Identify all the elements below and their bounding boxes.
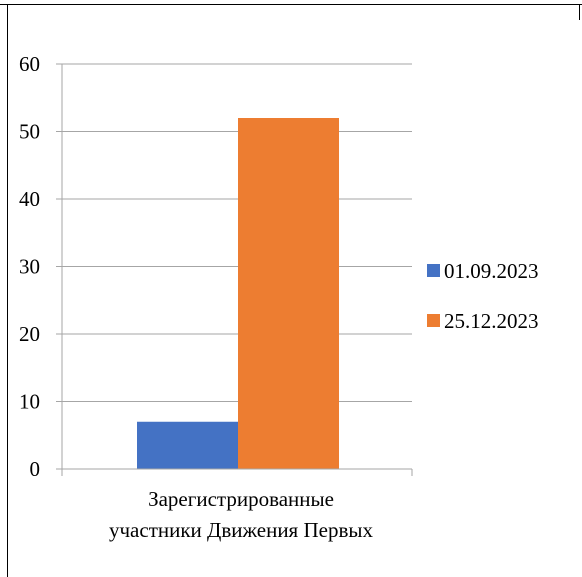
bars — [137, 118, 339, 469]
y-tick-label: 30 — [19, 255, 40, 279]
bar-01.09.2023 — [137, 421, 238, 469]
legend-label: 25.12.2023 — [444, 309, 539, 333]
y-tick-label: 0 — [30, 457, 41, 481]
y-axis-ticks: 0 10 20 30 40 50 60 — [19, 52, 63, 481]
gridlines — [62, 63, 412, 402]
legend-label: 01.09.2023 — [444, 259, 539, 283]
x-axis — [61, 468, 413, 476]
legend-swatch-25.12.2023 — [427, 314, 440, 327]
x-category-label: Зарегистрированные участники Движения Пер… — [109, 487, 373, 542]
y-tick-label: 60 — [19, 52, 40, 76]
y-tick-label: 20 — [19, 322, 40, 346]
x-axis-category-labels: Зарегистрированные участники Движения Пер… — [109, 487, 373, 542]
legend: 01.09.2023 25.12.2023 — [427, 259, 539, 333]
bar-25.12.2023 — [238, 118, 339, 469]
y-tick-label: 50 — [19, 120, 40, 144]
y-tick-label: 10 — [19, 390, 40, 414]
y-tick-label: 40 — [19, 187, 40, 211]
x-category-label-line: Зарегистрированные — [148, 487, 334, 511]
legend-swatch-01.09.2023 — [427, 264, 440, 277]
x-category-label-line: участники Движения Первых — [109, 518, 373, 542]
